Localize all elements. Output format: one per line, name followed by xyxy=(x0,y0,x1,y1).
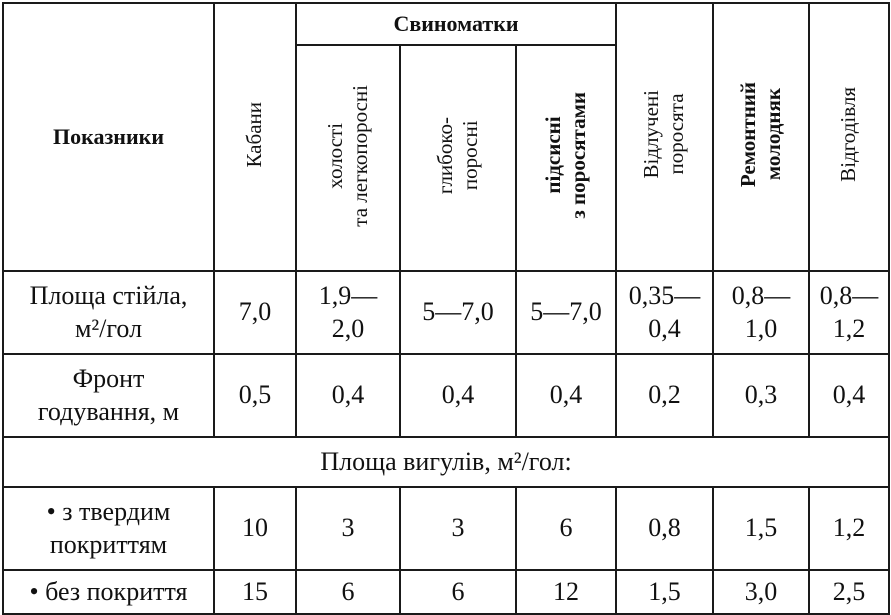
header-sows-single-line-1: холості xyxy=(322,122,347,189)
table-cell: 0,35— 0,4 xyxy=(615,270,714,355)
cell-value: 0,4 xyxy=(331,380,365,410)
table-cell: 6 xyxy=(515,486,617,571)
header-replacement-line-2: молодняк xyxy=(761,88,785,181)
cell-value: 5—7,0 xyxy=(422,297,494,327)
cell-value: 0,2 xyxy=(648,380,681,410)
header-sows-deep-line-2: поросні xyxy=(458,120,482,191)
header-replacement-label: Ремонтний молодняк xyxy=(736,82,786,187)
table-cell: 1,9— 2,0 xyxy=(295,270,401,355)
row-label-line: покриттям xyxy=(49,529,168,559)
table-cell: 0,4 xyxy=(515,353,617,438)
cell-value: 1,0 xyxy=(744,313,778,343)
table-cell: 3 xyxy=(399,486,517,571)
table-cell: 1,2 xyxy=(808,486,890,571)
header-sows-deep: глибоко- поросні xyxy=(399,44,517,272)
table-row: Площа стійла, м²/гол 7,0 1,9— 2,0 5—7,0 5… xyxy=(2,270,890,355)
table-cell: 7,0 xyxy=(213,270,297,355)
row-label-line: • з твердим xyxy=(46,497,171,526)
table-cell: 12 xyxy=(515,569,617,615)
cell-value: 0,5 xyxy=(238,380,272,410)
header-sows-group: Свиноматки xyxy=(295,2,617,46)
header-replacement-line-1: Ремонтний xyxy=(735,81,760,188)
cell-value: 0,4 xyxy=(648,313,681,343)
table-cell: 10 xyxy=(213,486,297,571)
header-fattening: Відгодівля xyxy=(808,2,890,272)
header-sows-nursing-line-1: підсисні xyxy=(540,116,565,195)
header-boars-label: Кабани xyxy=(242,101,267,168)
header-sows-nursing: підсисні з поросятами xyxy=(515,44,617,272)
cell-value: 0,8— xyxy=(819,281,879,310)
cell-value: 2,0 xyxy=(331,313,365,343)
header-replacement: Ремонтний молодняк xyxy=(712,2,810,272)
cell-value: 1,9— xyxy=(318,281,378,310)
table-cell: 1,5 xyxy=(712,486,810,571)
row-label-line: • без покриття xyxy=(29,576,188,606)
table-cell: 0,8 xyxy=(615,486,714,571)
row-label-line: Фронт xyxy=(72,364,145,393)
row-label-stall-area: Площа стійла, м²/гол xyxy=(2,270,215,355)
table-cell: 0,8— 1,0 xyxy=(712,270,810,355)
cell-value: 7,0 xyxy=(238,297,272,327)
header-sows-nursing-label: підсисні з поросятами xyxy=(541,92,591,219)
row-label-hard-surface: • з твердим покриттям xyxy=(2,486,215,571)
cell-value: 0,8— xyxy=(731,281,791,310)
row-label-line: м²/гол xyxy=(74,313,143,343)
header-fattening-label: Відгодівля xyxy=(836,87,861,182)
table-row: Площа вигулів, м²/гол: xyxy=(2,436,890,488)
header-sows-deep-label: глибоко- поросні xyxy=(433,117,483,194)
table-row: Фронт годування, м 0,5 0,4 0,4 0,4 0,2 0… xyxy=(2,353,890,438)
table-cell: 0,8— 1,2 xyxy=(808,270,890,355)
cell-value: 0,35— xyxy=(628,281,701,310)
table-row: • з твердим покриттям 10 3 3 6 0,8 1,5 1… xyxy=(2,486,890,571)
header-boars: Кабани xyxy=(213,2,297,272)
cell-value: 0,4 xyxy=(441,380,475,410)
cell-value: 0,4 xyxy=(549,380,583,410)
cell-value: 1,2 xyxy=(832,313,866,343)
table-cell: 0,3 xyxy=(712,353,810,438)
table-cell: 0,2 xyxy=(615,353,714,438)
table-cell: 0,4 xyxy=(399,353,517,438)
table-cell: 5—7,0 xyxy=(399,270,517,355)
row-label-line: Площа стійла, xyxy=(29,281,188,310)
cell-value: 0,3 xyxy=(744,380,778,410)
table-cell: 0,4 xyxy=(295,353,401,438)
table-cell: 3 xyxy=(295,486,401,571)
header-sows-single-label: холості та легкопоросні xyxy=(323,85,373,227)
header-weaned-line-2: поросята xyxy=(664,94,689,175)
header-sows-nursing-line-2: з поросятами xyxy=(566,92,590,219)
header-weaned-line-1: Відлучені xyxy=(639,90,664,179)
header-sows-single-line-2: та легкопоросні xyxy=(348,84,372,227)
header-weaned-label: Відлучені поросята xyxy=(639,90,689,178)
header-sows-single: холості та легкопоросні xyxy=(295,44,401,272)
row-label-no-surface: • без покриття xyxy=(2,569,215,615)
row-label-feeding-front: Фронт годування, м xyxy=(2,353,215,438)
row-label-line: годування, м xyxy=(37,396,180,426)
table-cell: 6 xyxy=(295,569,401,615)
table-cell: 15 xyxy=(213,569,297,615)
table-cell: 5—7,0 xyxy=(515,270,617,355)
table-cell: 0,4 xyxy=(808,353,890,438)
header-sows-deep-line-1: глибоко- xyxy=(432,116,457,195)
header-indicators: Показники xyxy=(2,2,215,272)
table-cell: 3,0 xyxy=(712,569,810,615)
header-weaned: Відлучені поросята xyxy=(615,2,714,272)
cell-value: 5—7,0 xyxy=(530,297,602,327)
table-row: • без покриття 15 6 6 12 1,5 3,0 2,5 xyxy=(2,569,890,615)
subheader-walk-area: Площа вигулів, м²/гол: xyxy=(2,436,890,488)
table-cell: 0,5 xyxy=(213,353,297,438)
table-cell: 2,5 xyxy=(808,569,890,615)
cell-value: 0,4 xyxy=(832,380,866,410)
table-cell: 1,5 xyxy=(615,569,714,615)
table-cell: 6 xyxy=(399,569,517,615)
